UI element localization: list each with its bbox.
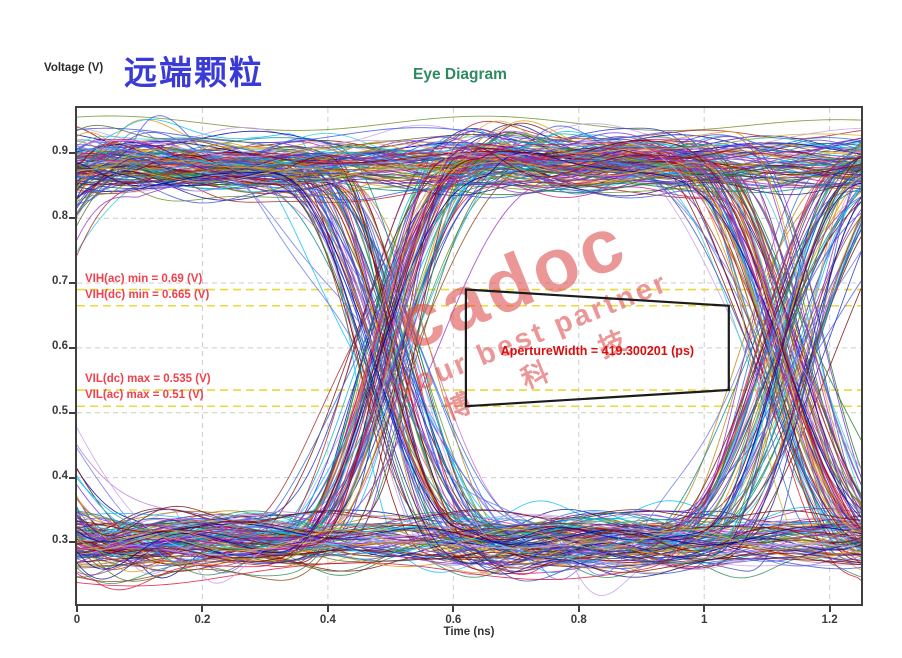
y-tick-label: 0.8 [52,210,68,223]
x-tick-mark [76,606,78,612]
x-tick-label: 0 [73,614,81,626]
y-axis-title: Voltage (V) [44,62,104,74]
threshold-label: VIH(ac) min = 0.69 (V) [85,272,203,285]
y-tick-mark [69,476,76,479]
x-tick-label: 0.8 [570,614,587,626]
x-tick-mark [452,606,455,612]
x-axis-title: Time (ns) [443,626,495,638]
x-tick-mark [828,606,831,612]
eye-traces-canvas [77,108,861,604]
y-tick-mark [69,152,76,155]
plot-frame [75,106,863,606]
threshold-label: VIL(dc) max = 0.535 (V) [85,373,211,386]
y-tick-mark [69,541,76,544]
y-tick-mark [69,282,76,285]
x-tick-label: 0.6 [445,614,462,626]
x-tick-label: 1 [700,614,708,626]
aperture-width-label: ApertureWidth = 419.300201 (ps) [500,344,695,359]
x-tick-label: 0.4 [319,614,336,626]
y-tick-mark [69,217,76,220]
y-tick-label: 0.7 [52,275,68,288]
threshold-label: VIH(dc) min = 0.665 (V) [85,288,210,301]
page-title: 远端颗粒 [124,54,264,91]
x-tick-mark [326,606,329,612]
y-tick-label: 0.9 [52,145,68,158]
y-tick-mark [69,346,76,349]
y-tick-label: 0.5 [52,404,68,417]
chart-title: Eye Diagram [413,66,507,83]
y-tick-label: 0.3 [52,534,68,547]
y-tick-label: 0.6 [52,339,68,352]
x-tick-label: 0.2 [194,614,211,626]
x-tick-mark [703,606,706,612]
y-tick-label: 0.4 [52,469,68,482]
x-tick-mark [201,606,204,612]
y-tick-mark [69,411,76,414]
x-tick-mark [577,606,580,612]
x-tick-label: 1.2 [821,614,838,626]
threshold-label: VIL(ac) max = 0.51 (V) [85,389,204,402]
